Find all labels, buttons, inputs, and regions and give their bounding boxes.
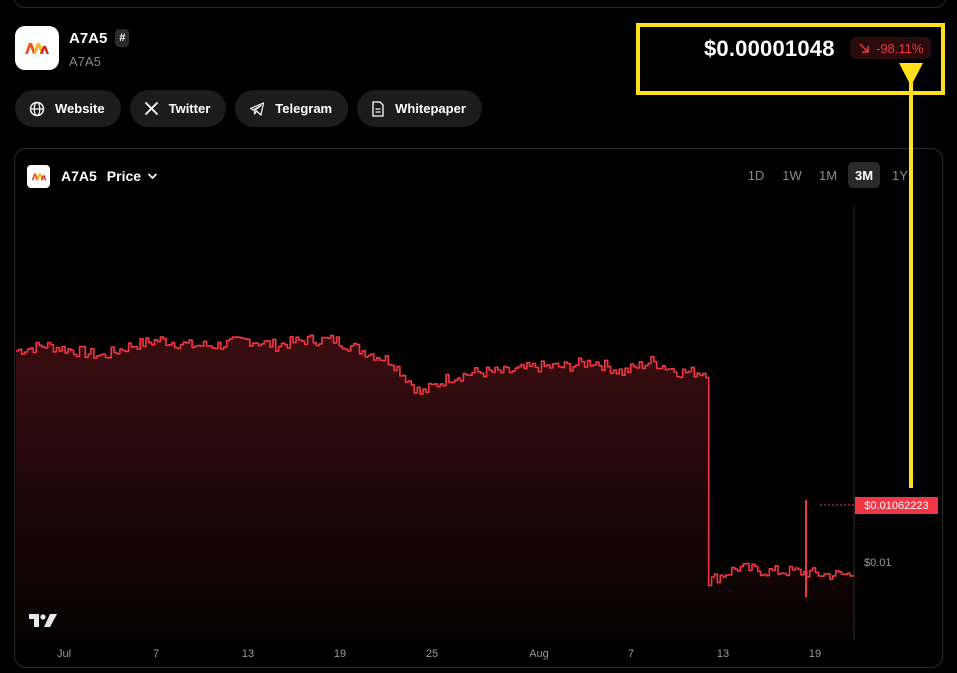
website-link-label: Website	[55, 101, 105, 116]
x-logo-icon	[144, 101, 158, 116]
twitter-link-label: Twitter	[168, 101, 211, 116]
timeframe-1d[interactable]: 1D	[747, 167, 765, 183]
timeframe-1y[interactable]: 1Y	[892, 167, 908, 183]
x-axis-tick-label: Aug	[529, 648, 549, 660]
current-price-axis-label: $0.01062223	[855, 497, 938, 514]
token-name: A7A5	[69, 29, 108, 47]
token-name-row: A7A5 #	[69, 29, 130, 47]
contract-hash-badge[interactable]: #	[115, 29, 130, 47]
timeframe-selector: 1D 1W 1M 3M 1Y	[740, 162, 916, 188]
price-chart-card	[14, 148, 943, 668]
price-area-fill	[16, 335, 853, 640]
current-price: $0.00001048	[704, 36, 835, 61]
website-link-button[interactable]: Website	[15, 90, 121, 127]
price-change-value: -98.11%	[876, 40, 924, 56]
chart-token-logo-mark	[31, 173, 46, 181]
chart-metric-selector[interactable]: A7A5 Price	[61, 168, 158, 184]
chart-metric-label: Price	[106, 168, 142, 184]
tradingview-logo-icon[interactable]	[28, 612, 58, 628]
chart-token-logo	[27, 165, 50, 188]
annotation-arrow-head	[899, 63, 923, 86]
price-line	[16, 334, 854, 587]
telegram-link-label: Telegram	[275, 101, 333, 116]
x-axis-tick-label: 19	[808, 648, 822, 660]
annotation-highlight-box	[636, 23, 945, 95]
telegram-icon	[250, 101, 265, 116]
whitepaper-link-label: Whitepaper	[395, 101, 466, 116]
x-axis-tick-label: 13	[716, 648, 730, 660]
timeframe-1m[interactable]: 1M	[818, 167, 838, 183]
x-axis-tick-label: 7	[627, 648, 635, 660]
telegram-link-button[interactable]: Telegram	[235, 90, 349, 127]
timeframe-3m[interactable]: 3M	[848, 162, 880, 188]
timeframe-1w[interactable]: 1W	[782, 167, 802, 183]
social-links: Website Twitter Telegram Whitepaper	[15, 90, 482, 127]
arrow-down-right-icon	[859, 43, 869, 53]
token-symbol: A7A5	[69, 54, 101, 69]
x-axis-tick-label: Jul	[56, 648, 72, 660]
chart-title: A7A5	[61, 168, 97, 184]
chevron-down-icon	[147, 173, 158, 180]
token-logo	[15, 26, 59, 70]
x-axis-tick-label: 19	[333, 648, 347, 660]
twitter-link-button[interactable]: Twitter	[129, 90, 227, 127]
x-axis-tick-label: 25	[425, 648, 439, 660]
price-change-badge: -98.11%	[850, 37, 932, 59]
y-axis-tick-label: $0.01	[864, 557, 892, 569]
token-logo-mark	[25, 43, 49, 54]
x-axis-tick-label: 13	[241, 648, 255, 660]
x-axis-tick-label: 7	[152, 648, 160, 660]
document-icon	[372, 100, 384, 117]
whitepaper-link-button[interactable]: Whitepaper	[357, 90, 482, 127]
globe-icon	[29, 101, 45, 116]
